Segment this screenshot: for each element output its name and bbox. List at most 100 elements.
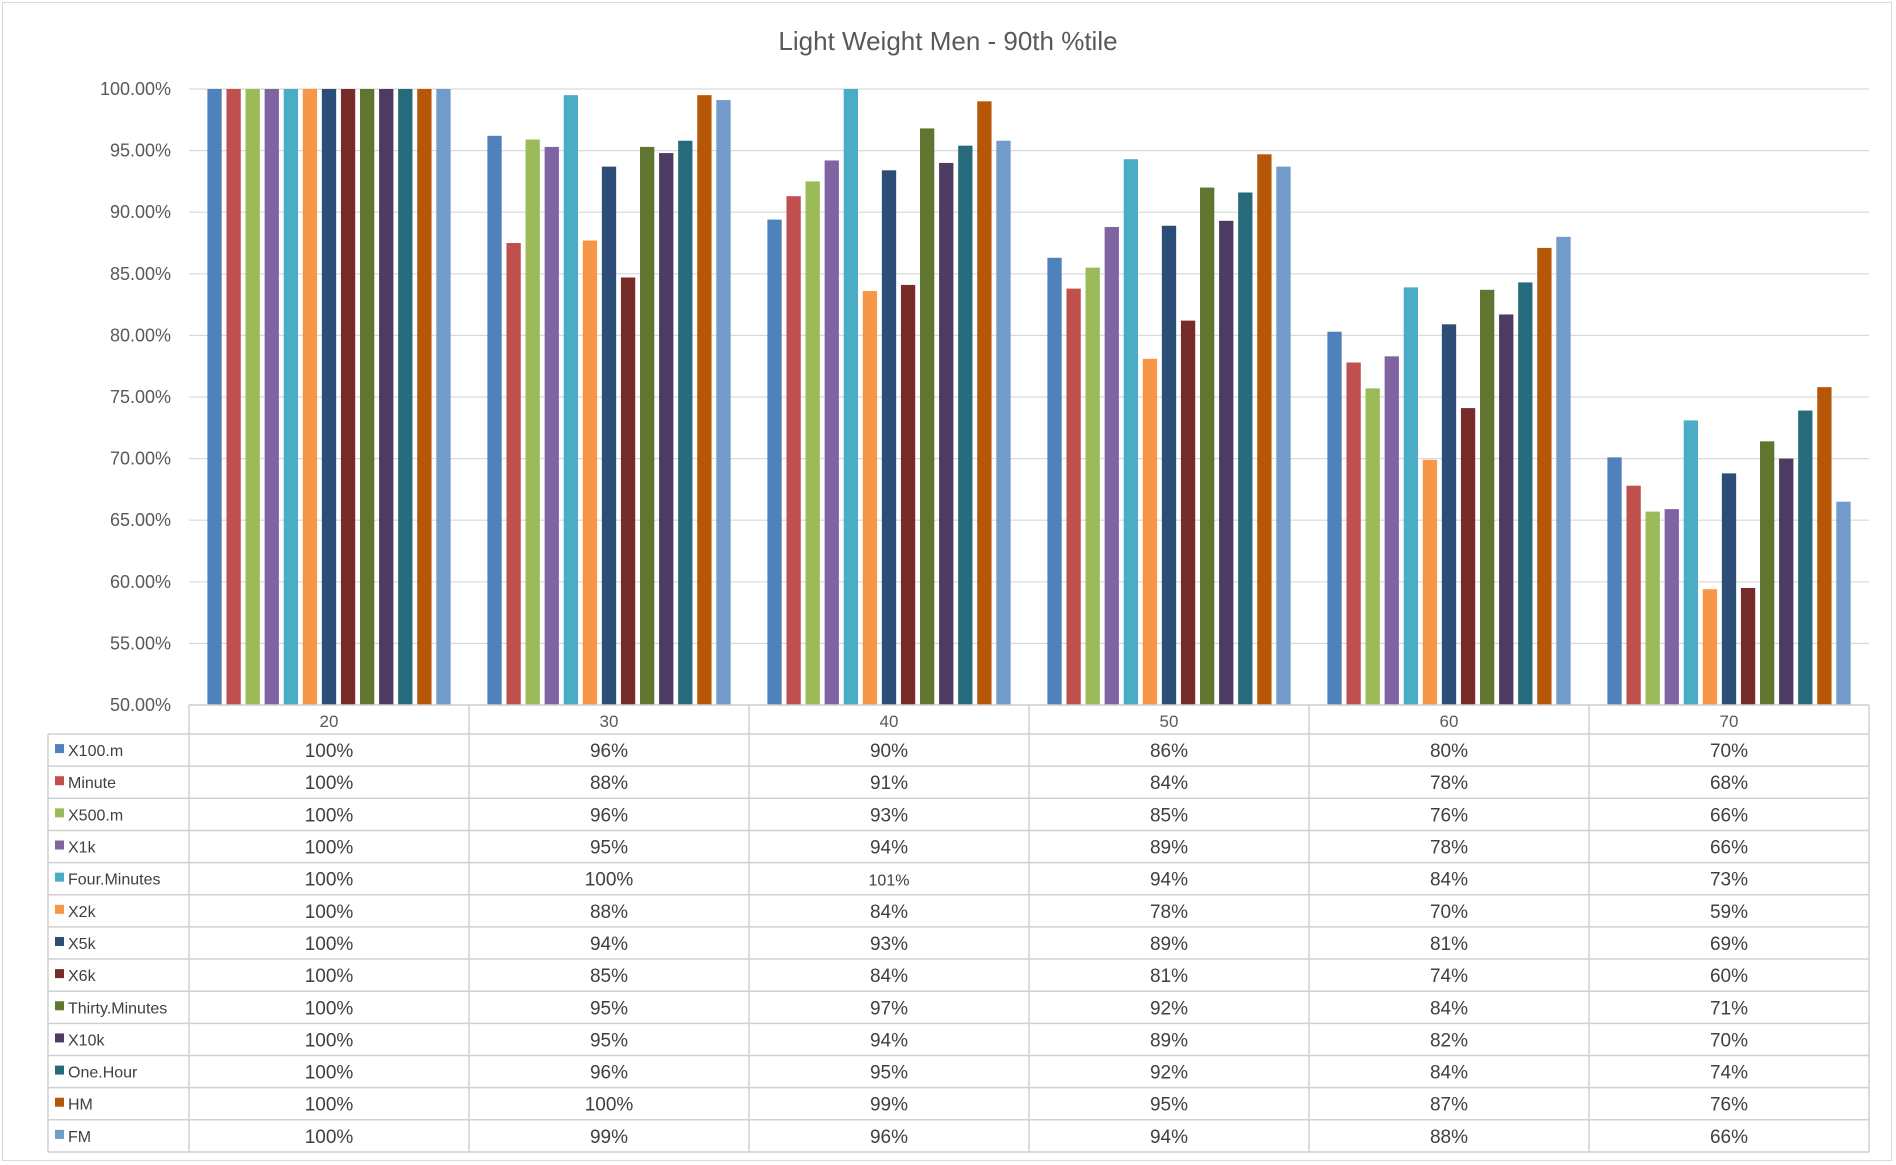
bar <box>843 89 858 705</box>
table-cell-value: 68% <box>1710 773 1748 794</box>
table-cell-value: 100% <box>305 773 354 794</box>
table-cell-value: 80% <box>1430 741 1468 762</box>
table-cell-value: 93% <box>870 934 908 955</box>
bar <box>1161 225 1177 705</box>
table-cell-value: 91% <box>870 773 908 794</box>
legend-key-icon <box>55 904 64 914</box>
bar <box>620 277 636 705</box>
bar <box>1123 159 1138 705</box>
table-cell-value: 100% <box>585 870 634 891</box>
table-cell-value: 94% <box>870 1030 908 1051</box>
bar <box>601 166 617 706</box>
bar <box>1422 459 1438 705</box>
legend-key-icon <box>55 744 64 754</box>
legend-key-icon <box>55 776 64 786</box>
table-cell-value: 88% <box>1430 1127 1468 1148</box>
y-tick-label: 85.00% <box>110 264 171 284</box>
bar <box>1257 154 1272 705</box>
bar <box>1518 282 1533 705</box>
bar <box>506 243 521 705</box>
table-cell-value: 66% <box>1710 1127 1748 1148</box>
bar <box>1276 166 1291 706</box>
table-cell-value: 95% <box>590 998 628 1019</box>
bar <box>1645 511 1660 705</box>
chart-svg: Light Weight Men - 90th %tile 100.00% 95.… <box>47 26 1870 1153</box>
legend-key-icon <box>55 936 64 946</box>
bar <box>1702 589 1718 705</box>
bar <box>1607 457 1622 705</box>
bar <box>678 140 693 705</box>
bar <box>1142 358 1158 705</box>
table-cell-value: 88% <box>590 773 628 794</box>
bar <box>436 89 451 705</box>
y-tick-label: 65.00% <box>110 510 171 530</box>
bar <box>487 135 502 706</box>
bar <box>1327 331 1342 705</box>
table-cell-value: 89% <box>1150 838 1188 859</box>
table-cell-value: 95% <box>590 838 628 859</box>
table-cell-value: 95% <box>870 1063 908 1084</box>
table-cell-value: 84% <box>870 966 908 987</box>
table-cell-value: 100% <box>305 1095 354 1116</box>
bar <box>659 153 674 706</box>
series-label: One.Hour <box>68 1065 138 1082</box>
bar <box>207 89 222 705</box>
table-cell-value: 100% <box>305 805 354 826</box>
bar <box>321 89 337 705</box>
bar <box>920 128 935 705</box>
table-cell-value: 59% <box>1710 902 1748 923</box>
table-cell-value: 96% <box>590 741 628 762</box>
bar <box>340 89 356 705</box>
x-category-label: 30 <box>600 712 619 731</box>
table-cell-value: 100% <box>305 966 354 987</box>
bar <box>1480 289 1495 705</box>
series-label: Minute <box>68 775 116 792</box>
series-label: Thirty.Minutes <box>68 1000 167 1017</box>
table-cell-value: 84% <box>870 902 908 923</box>
bar <box>1740 587 1756 705</box>
bar <box>716 100 731 705</box>
legend-key-icon <box>55 1129 64 1139</box>
table-cell-value: 94% <box>590 934 628 955</box>
table-cell-value: 101% <box>869 873 910 890</box>
table-cell-value: 78% <box>1430 838 1468 859</box>
bar <box>996 140 1011 705</box>
table-cell-value: 73% <box>1710 870 1748 891</box>
table-cell-value: 100% <box>305 902 354 923</box>
legend-key-icon <box>55 872 64 882</box>
bar <box>1085 267 1100 705</box>
y-tick-label: 90.00% <box>110 202 171 222</box>
bar <box>824 160 839 705</box>
x-category-label: 20 <box>320 712 339 731</box>
bar <box>862 291 878 705</box>
table-cell-value: 100% <box>305 838 354 859</box>
bar <box>1836 501 1851 705</box>
legend-key-icon <box>55 1001 64 1011</box>
y-tick-label: 95.00% <box>110 141 171 161</box>
table-cell-value: 100% <box>305 934 354 955</box>
x-category-label: 50 <box>1160 712 1179 731</box>
table-cell-value: 66% <box>1710 805 1748 826</box>
table-cell-value: 76% <box>1710 1095 1748 1116</box>
series-label: X2k <box>68 904 97 921</box>
legend-key-icon <box>55 808 64 818</box>
table-cell-value: 86% <box>1150 741 1188 762</box>
bar <box>245 89 260 705</box>
table-cell-value: 78% <box>1150 902 1188 923</box>
data-table: 20 30 40 50 60 70 X100.m 100% 96% 90% 86% 80% 70% Min… <box>47 704 1870 1153</box>
y-tick-label: 75.00% <box>110 387 171 407</box>
table-cell-value: 92% <box>1150 998 1188 1019</box>
legend-key-icon <box>55 1097 64 1107</box>
bar <box>1537 247 1552 706</box>
table-cell-value: 100% <box>305 741 354 762</box>
bar <box>1104 226 1119 705</box>
bar <box>1721 473 1737 705</box>
series-label: X10k <box>68 1032 105 1049</box>
table-cell-value: 96% <box>870 1127 908 1148</box>
bar <box>525 139 540 706</box>
bar <box>1441 324 1457 705</box>
y-tick-label: 55.00% <box>110 633 171 653</box>
table-cell-value: 100% <box>305 1030 354 1051</box>
table-cell-value: 81% <box>1430 934 1468 955</box>
